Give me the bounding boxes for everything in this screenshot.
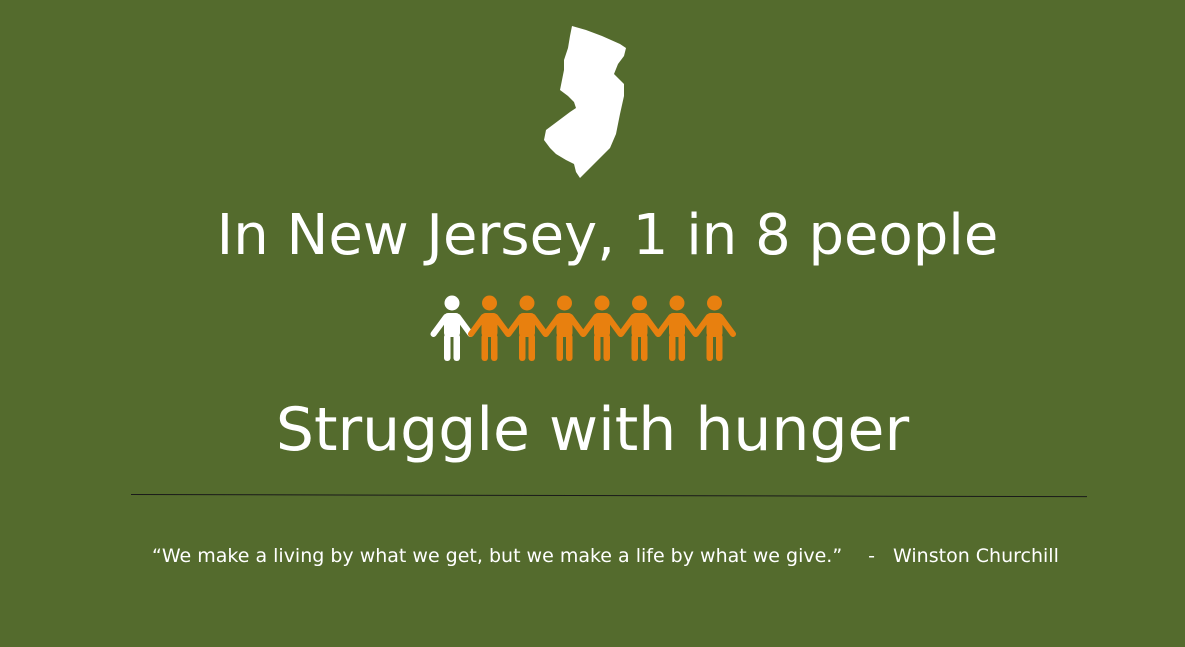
quote-author: Winston Churchill — [893, 545, 1059, 567]
new-jersey-map-icon — [544, 26, 626, 178]
person-icon — [505, 295, 549, 361]
quote-dash: - — [868, 545, 876, 567]
person-icon — [655, 295, 699, 361]
headline-statistic: In New Jersey, 1 in 8 people — [216, 203, 999, 268]
person-icon — [543, 295, 586, 361]
divider — [130, 494, 1087, 498]
person-icon — [618, 295, 661, 361]
person-icon — [580, 295, 624, 361]
quote-text: “We make a living by what we get, but we… — [152, 545, 843, 567]
person-icon — [693, 295, 736, 361]
people-row — [430, 295, 736, 361]
person-icon-highlighted — [430, 295, 474, 361]
headline-hunger: Struggle with hunger — [275, 395, 910, 465]
person-icon — [468, 295, 511, 361]
quote-line: “We make a living by what we get, but we… — [152, 542, 1059, 570]
